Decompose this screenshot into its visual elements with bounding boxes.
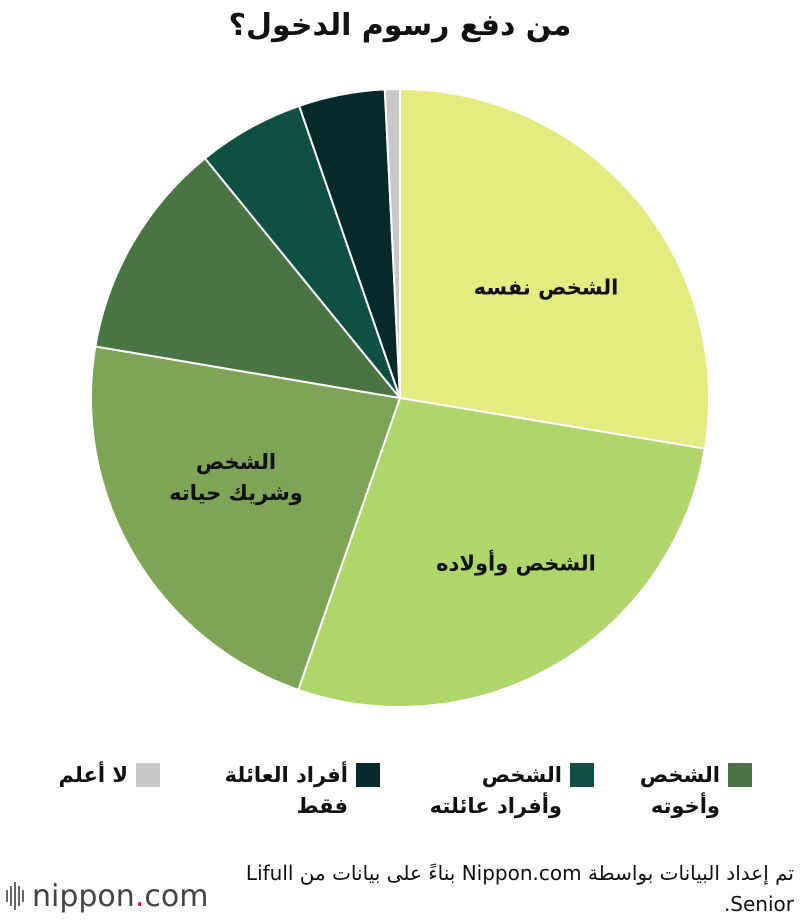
logo-dot: . (134, 878, 145, 914)
legend-family: الشخص وأفراد عائلته (430, 760, 594, 822)
legend-swatch-family (570, 763, 594, 787)
legend-siblings: الشخص وأخوته (640, 760, 752, 822)
logo-text: nippon (32, 878, 135, 914)
pie-slice-children (297, 396, 706, 708)
legend-swatch-family-only (356, 763, 380, 787)
pie-slice-siblings (94, 156, 403, 400)
legend-swatch-unknown (136, 763, 160, 787)
legend-swatch-siblings (728, 763, 752, 787)
legend-label-unknown: لا أعلم (58, 763, 128, 787)
legend-family-only: أفراد العائلة فقط (225, 760, 380, 822)
chart-title: من دفع رسوم الدخول؟ (228, 8, 572, 43)
slice-label-self: الشخص نفسه (473, 275, 619, 300)
legend-label-family-only: أفراد العائلة فقط (224, 763, 348, 818)
legend-label-siblings: الشخص وأخوته (639, 763, 720, 818)
pie-slice-spouse (90, 345, 402, 692)
slice-label-spouse: الشخص وشريك حياته (169, 450, 303, 505)
nippon-logo: nippon. com (6, 876, 208, 916)
logo-suffix: com (144, 878, 209, 914)
legend-label-family: الشخص وأفراد عائلته (429, 763, 562, 818)
logo-bars-icon (6, 882, 24, 910)
source-note: تم إعداد البيانات بواسطة Nippon.com بناء… (245, 861, 794, 916)
pie-slice-unknown (383, 87, 401, 399)
pie-slice-self (399, 87, 710, 450)
legend-unknown: لا أعلم (58, 760, 160, 791)
slice-label-children: الشخص وأولاده (436, 551, 596, 576)
